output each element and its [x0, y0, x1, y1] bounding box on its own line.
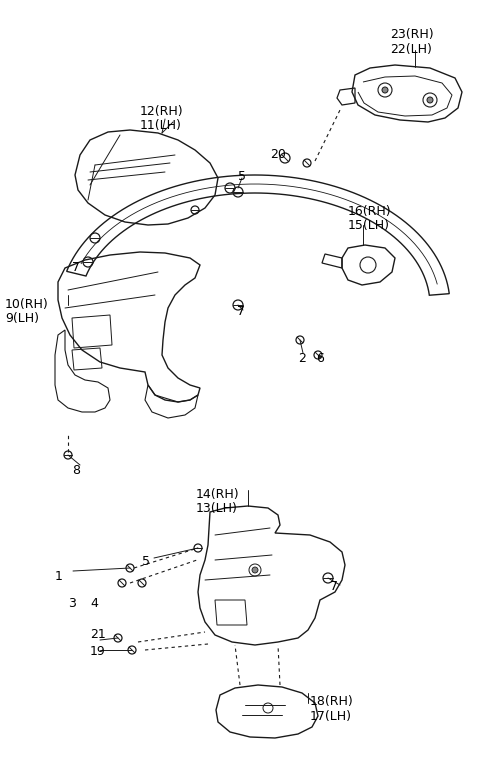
Text: 23(RH): 23(RH) — [390, 28, 433, 41]
Text: 17(LH): 17(LH) — [310, 710, 352, 723]
Text: 21: 21 — [90, 628, 106, 641]
Text: 7: 7 — [330, 580, 338, 593]
Text: 10(RH): 10(RH) — [5, 298, 49, 311]
Text: 16(RH): 16(RH) — [348, 205, 392, 218]
Text: 11(LH): 11(LH) — [140, 119, 182, 132]
Text: 15(LH): 15(LH) — [348, 219, 390, 232]
Circle shape — [252, 567, 258, 573]
Text: 19: 19 — [90, 645, 106, 658]
Text: 5: 5 — [238, 170, 246, 183]
Text: 20: 20 — [270, 148, 286, 161]
Circle shape — [427, 97, 433, 103]
Text: 4: 4 — [90, 597, 98, 610]
Text: 13(LH): 13(LH) — [196, 502, 238, 515]
Text: 9(LH): 9(LH) — [5, 312, 39, 325]
Text: 7: 7 — [72, 261, 80, 274]
Text: 14(RH): 14(RH) — [196, 488, 240, 501]
Text: 8: 8 — [72, 464, 80, 477]
Text: 6: 6 — [316, 352, 324, 365]
Text: 12(RH): 12(RH) — [140, 105, 184, 118]
Circle shape — [382, 87, 388, 93]
Text: 2: 2 — [298, 352, 306, 365]
Text: 3: 3 — [68, 597, 76, 610]
Text: 1: 1 — [55, 570, 63, 583]
Text: 22(LH): 22(LH) — [390, 43, 432, 56]
Text: 18(RH): 18(RH) — [310, 695, 354, 708]
Text: 7: 7 — [237, 305, 245, 318]
Text: 5: 5 — [142, 555, 150, 568]
